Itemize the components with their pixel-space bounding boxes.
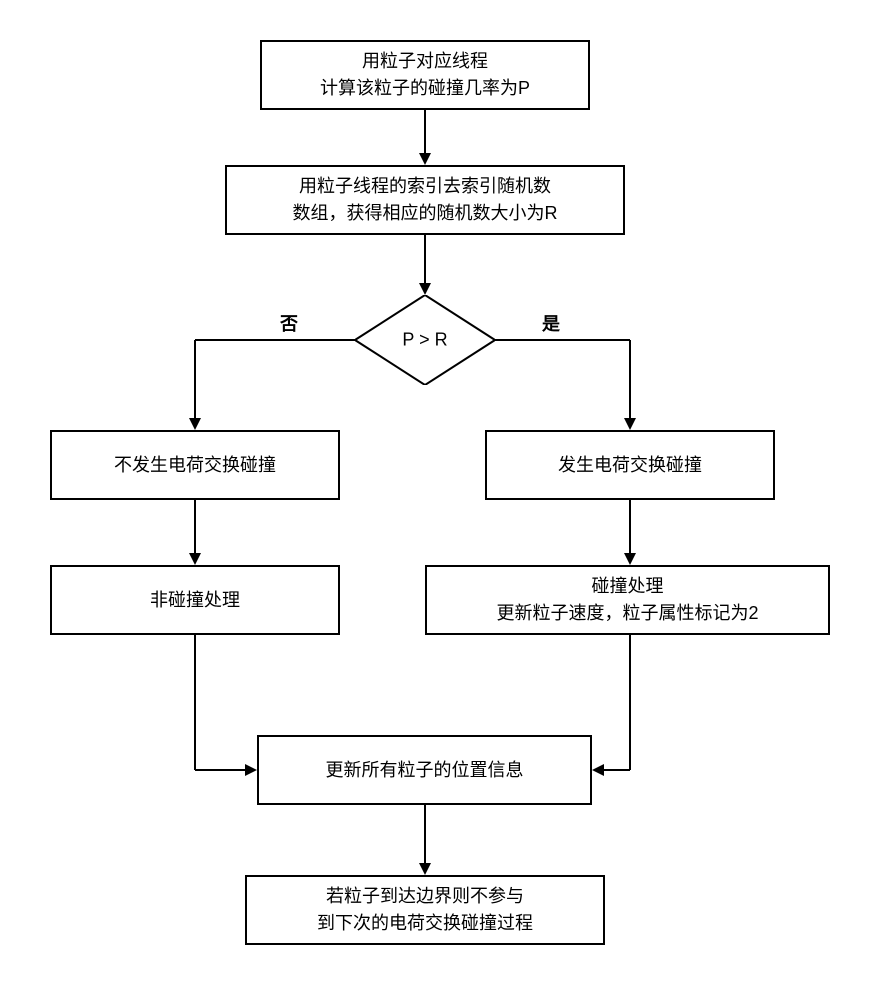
node-text: 碰撞处理更新粒子速度，粒子属性标记为2 [496,573,758,627]
node-text: 若粒子到达边界则不参与到下次的电荷交换碰撞过程 [317,883,533,937]
arrow-n7-n8 [418,805,432,875]
arrow-n6-n7 [585,635,637,777]
flowchart-container: 用粒子对应线程计算该粒子的碰撞几率为P 用粒子线程的索引去索引随机数数组，获得相… [0,0,875,1000]
node-no-collision: 不发生电荷交换碰撞 [50,430,340,500]
arrow-d1-n3 [188,333,362,430]
arrow-n1-n2 [418,110,432,165]
node-text: 不发生电荷交换碰撞 [114,452,276,479]
arrow-d1-n4 [488,333,637,430]
node-text: 更新所有粒子的位置信息 [326,757,524,784]
arrow-n2-d1 [418,235,432,295]
arrow-n5-n7 [188,635,264,777]
decision-label: P > R [402,330,447,351]
edge-label-no: 否 [280,310,298,336]
decision-p-gt-r: P > R [355,295,495,385]
node-text: 发生电荷交换碰撞 [558,452,702,479]
node-text: 用粒子线程的索引去索引随机数数组，获得相应的随机数大小为R [293,173,558,227]
node-calc-probability: 用粒子对应线程计算该粒子的碰撞几率为P [260,40,590,110]
node-boundary-check: 若粒子到达边界则不参与到下次的电荷交换碰撞过程 [245,875,605,945]
arrow-n4-n6 [623,500,637,565]
node-text: 用粒子对应线程计算该粒子的碰撞几率为P [320,48,530,102]
node-index-random: 用粒子线程的索引去索引随机数数组，获得相应的随机数大小为R [225,165,625,235]
node-collision-process: 碰撞处理更新粒子速度，粒子属性标记为2 [425,565,830,635]
node-collision-occurs: 发生电荷交换碰撞 [485,430,775,500]
arrow-n3-n5 [188,500,202,565]
node-noncollision-process: 非碰撞处理 [50,565,340,635]
node-update-positions: 更新所有粒子的位置信息 [257,735,592,805]
node-text: 非碰撞处理 [150,587,240,614]
edge-label-yes: 是 [542,310,560,336]
